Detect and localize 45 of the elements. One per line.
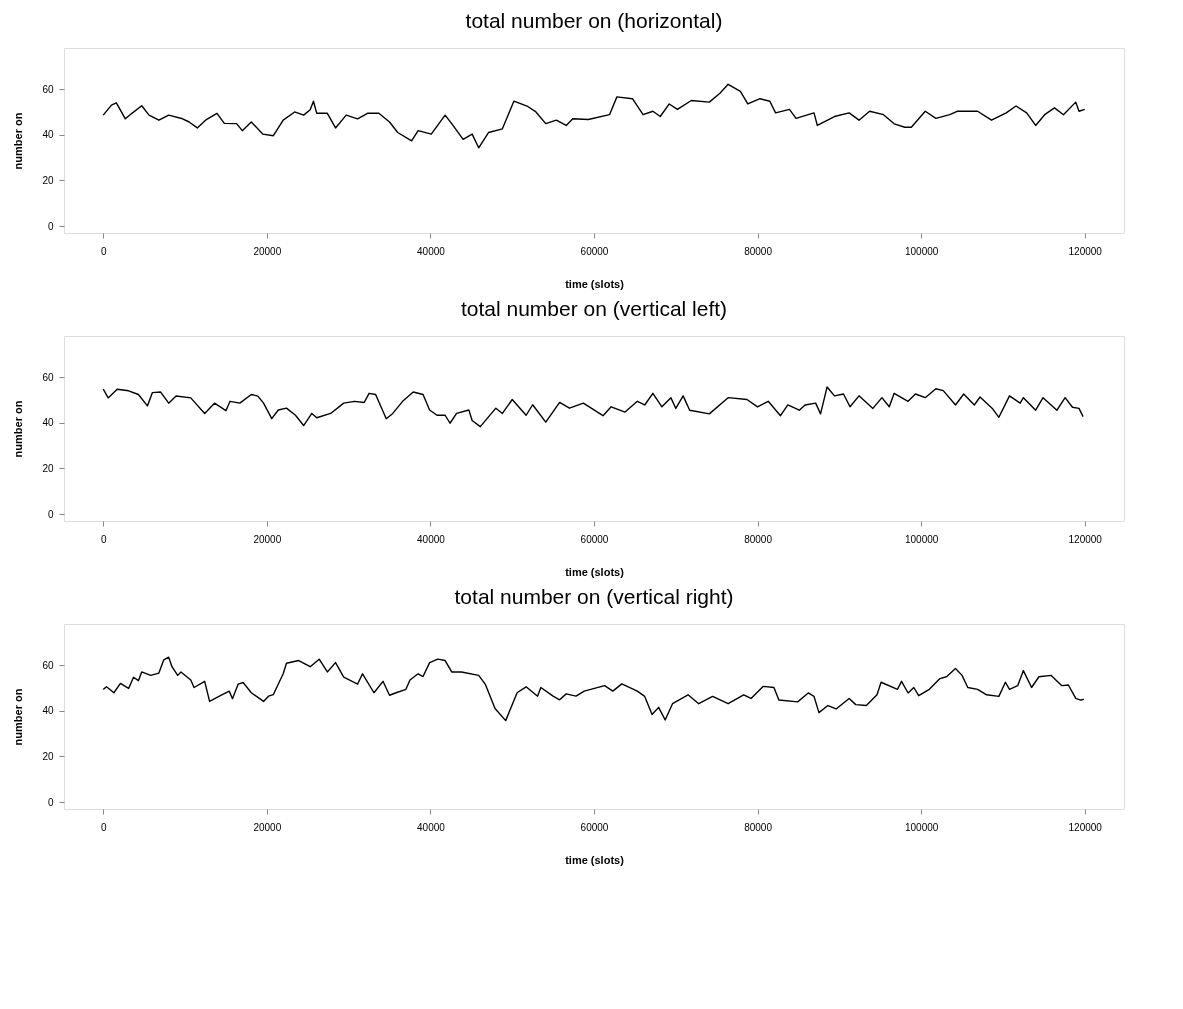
x-tick-label: 20000 (253, 821, 282, 833)
x-tick-label: 20000 (253, 533, 282, 545)
x-tick-label: 0 (100, 533, 107, 545)
x-tick-label: 40000 (417, 245, 446, 257)
x-tick-label: 0 (100, 245, 107, 257)
x-tick-label: 80000 (744, 533, 773, 545)
y-tick-label: 40 (42, 417, 54, 429)
x-tick-label: 40000 (417, 821, 446, 833)
x-tick-label: 100000 (904, 245, 939, 257)
y-axis-title: number on (12, 112, 25, 170)
y-tick-label: 60 (42, 659, 54, 671)
line-series (102, 656, 1085, 722)
y-tick-label: 40 (42, 705, 54, 717)
x-tick-label: 60000 (580, 821, 609, 833)
x-tick-label: 0 (100, 821, 107, 833)
chart-title: total number on (vertical right) (454, 585, 734, 608)
chart-title: total number on (horizontal) (465, 9, 723, 32)
line-series (102, 83, 1086, 149)
x-axis-title: time (slots) (565, 853, 625, 866)
y-tick-label: 0 (47, 508, 54, 520)
x-axis-title: time (slots) (565, 565, 625, 578)
x-axis-title: time (slots) (565, 277, 625, 290)
y-tick-label: 40 (42, 129, 54, 141)
x-tick-label: 80000 (744, 821, 773, 833)
x-tick-label: 120000 (1068, 245, 1103, 257)
chart-title: total number on (vertical left) (460, 297, 728, 320)
y-axis-title: number on (12, 688, 25, 746)
y-tick-label: 0 (47, 220, 54, 232)
x-tick-label: 120000 (1068, 533, 1103, 545)
y-axis-title: number on (12, 400, 25, 458)
x-tick-label: 80000 (744, 245, 773, 257)
y-tick-label: 20 (42, 462, 54, 474)
x-tick-label: 100000 (904, 533, 939, 545)
x-tick-label: 100000 (904, 821, 939, 833)
y-tick-label: 0 (47, 796, 54, 808)
x-tick-label: 120000 (1068, 821, 1103, 833)
y-tick-label: 20 (42, 174, 54, 186)
x-tick-label: 20000 (253, 245, 282, 257)
x-tick-label: 40000 (417, 533, 446, 545)
x-tick-label: 60000 (580, 245, 609, 257)
y-tick-label: 60 (42, 371, 54, 383)
line-series (102, 386, 1084, 428)
y-tick-label: 60 (42, 83, 54, 95)
x-tick-label: 60000 (580, 533, 609, 545)
y-tick-label: 20 (42, 750, 54, 762)
